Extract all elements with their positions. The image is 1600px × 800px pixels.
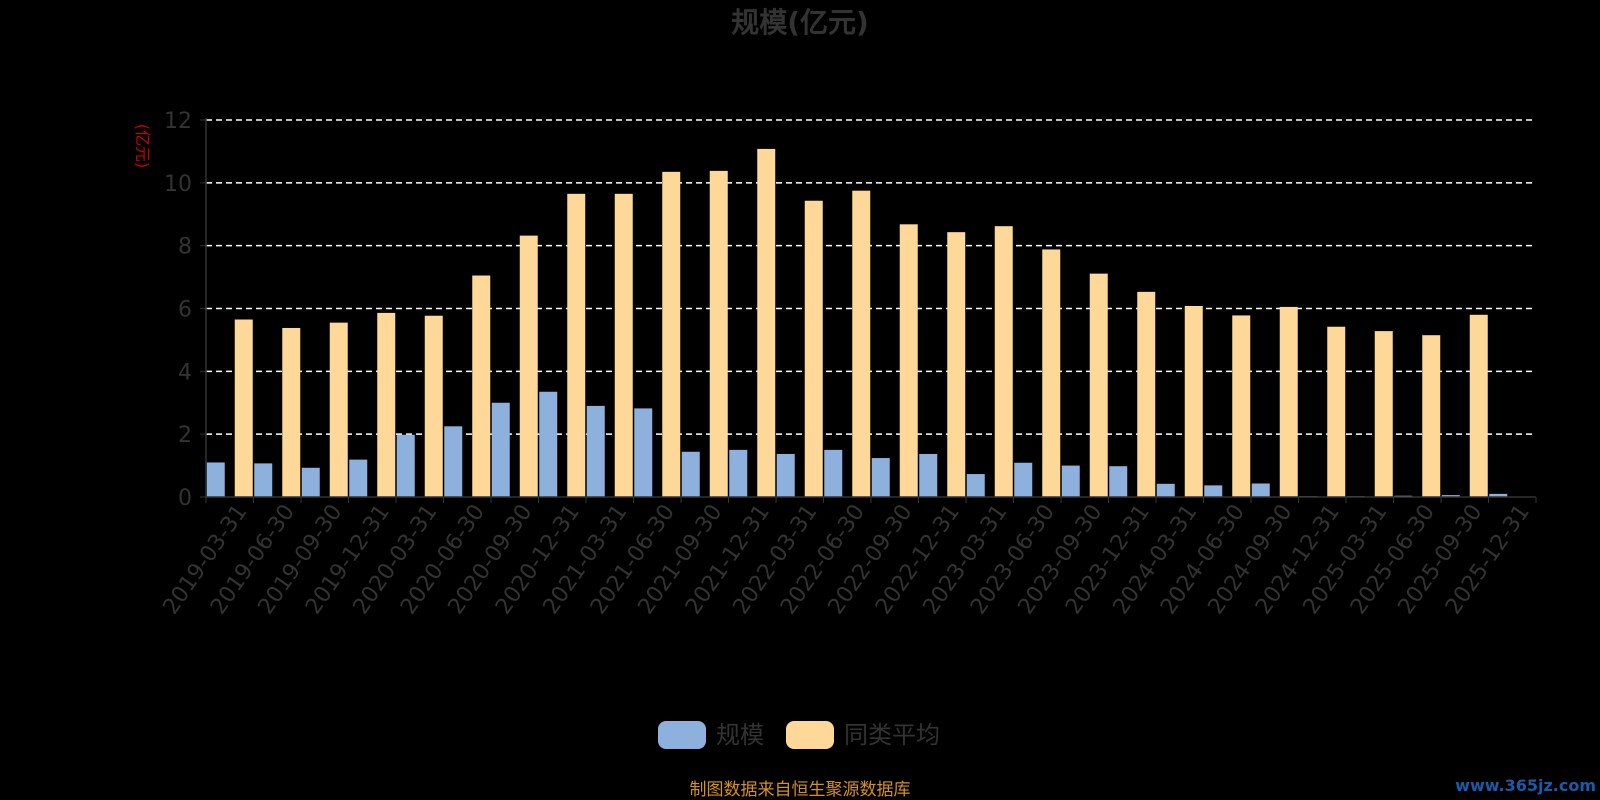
bar-avg (472, 275, 491, 497)
bar-scale (729, 449, 748, 497)
bar-avg (1279, 306, 1298, 497)
bar-avg (1137, 291, 1156, 497)
x-axis-ticks: 2019-03-312019-06-302019-09-302019-12-31… (159, 497, 1537, 619)
y-tick-label: 6 (178, 298, 192, 323)
bar-avg (1374, 331, 1393, 497)
bar-avg (1327, 326, 1346, 497)
bar-scale (254, 463, 273, 497)
bar-scale (491, 402, 510, 497)
bar-avg (614, 193, 633, 497)
bar-scale (444, 426, 463, 497)
y-tick-label: 4 (178, 360, 192, 385)
bar-scale (776, 453, 795, 497)
bar-avg (852, 190, 871, 497)
y-tick-label: 12 (164, 109, 192, 134)
bar-avg (567, 193, 586, 497)
bar-scale (1251, 483, 1270, 497)
bar-avg (1042, 249, 1061, 497)
bar-scale (1109, 466, 1128, 497)
bars (206, 148, 1508, 498)
legend-swatch-scale (658, 721, 706, 749)
bar-scale (1489, 493, 1508, 497)
legend-label-scale: 规模 (716, 721, 764, 749)
chart-title: 规模(亿元) (731, 6, 869, 39)
bar-scale (919, 453, 938, 497)
bar-avg (804, 200, 823, 497)
y-axis-ticks: 0 2 4 6 8 10 12 (164, 109, 206, 511)
bar-scale (634, 408, 653, 497)
legend-label-avg: 同类平均 (844, 721, 940, 749)
bar-scale (301, 467, 320, 497)
bar-avg (1469, 314, 1488, 497)
bar-avg (1089, 273, 1108, 497)
bar-avg (519, 235, 538, 497)
source-note: 制图数据来自恒生聚源数据库 (690, 780, 911, 800)
legend-swatch-avg (786, 721, 834, 749)
bar-avg (757, 148, 776, 498)
bar-scale (1441, 495, 1460, 497)
bar-scale (1061, 465, 1080, 497)
bar-avg (994, 226, 1013, 497)
bar-avg (282, 327, 301, 497)
bar-avg (377, 312, 396, 497)
y-tick-label: 8 (178, 235, 192, 260)
bar-avg (709, 170, 728, 497)
watermark: www.365jz.com (1455, 776, 1596, 795)
bar-scale (1204, 485, 1223, 497)
bar-scale (206, 462, 225, 497)
y-tick-label: 2 (178, 423, 192, 448)
bar-scale (349, 459, 368, 497)
bar-avg (1422, 335, 1441, 497)
y-axis-label: (亿元) (133, 124, 152, 169)
bar-scale (824, 449, 843, 497)
bar-avg (234, 319, 253, 497)
bar-scale (1014, 462, 1033, 497)
bar-scale (871, 458, 890, 497)
bar-avg (1232, 315, 1251, 497)
bar-avg (329, 322, 348, 497)
bar-avg (1184, 305, 1203, 497)
bar-avg (947, 232, 966, 497)
bar-scale (681, 451, 700, 497)
legend[interactable]: 规模 同类平均 (658, 721, 940, 749)
bar-avg (662, 171, 681, 497)
bar-avg (424, 315, 443, 497)
bar-scale (966, 474, 985, 497)
bar-scale (539, 391, 558, 497)
y-tick-label: 10 (164, 172, 192, 197)
bar-scale (586, 405, 605, 497)
bar-avg (899, 224, 918, 497)
y-tick-label: 0 (178, 486, 192, 511)
bar-scale (1156, 483, 1175, 497)
bar-scale (396, 434, 415, 497)
